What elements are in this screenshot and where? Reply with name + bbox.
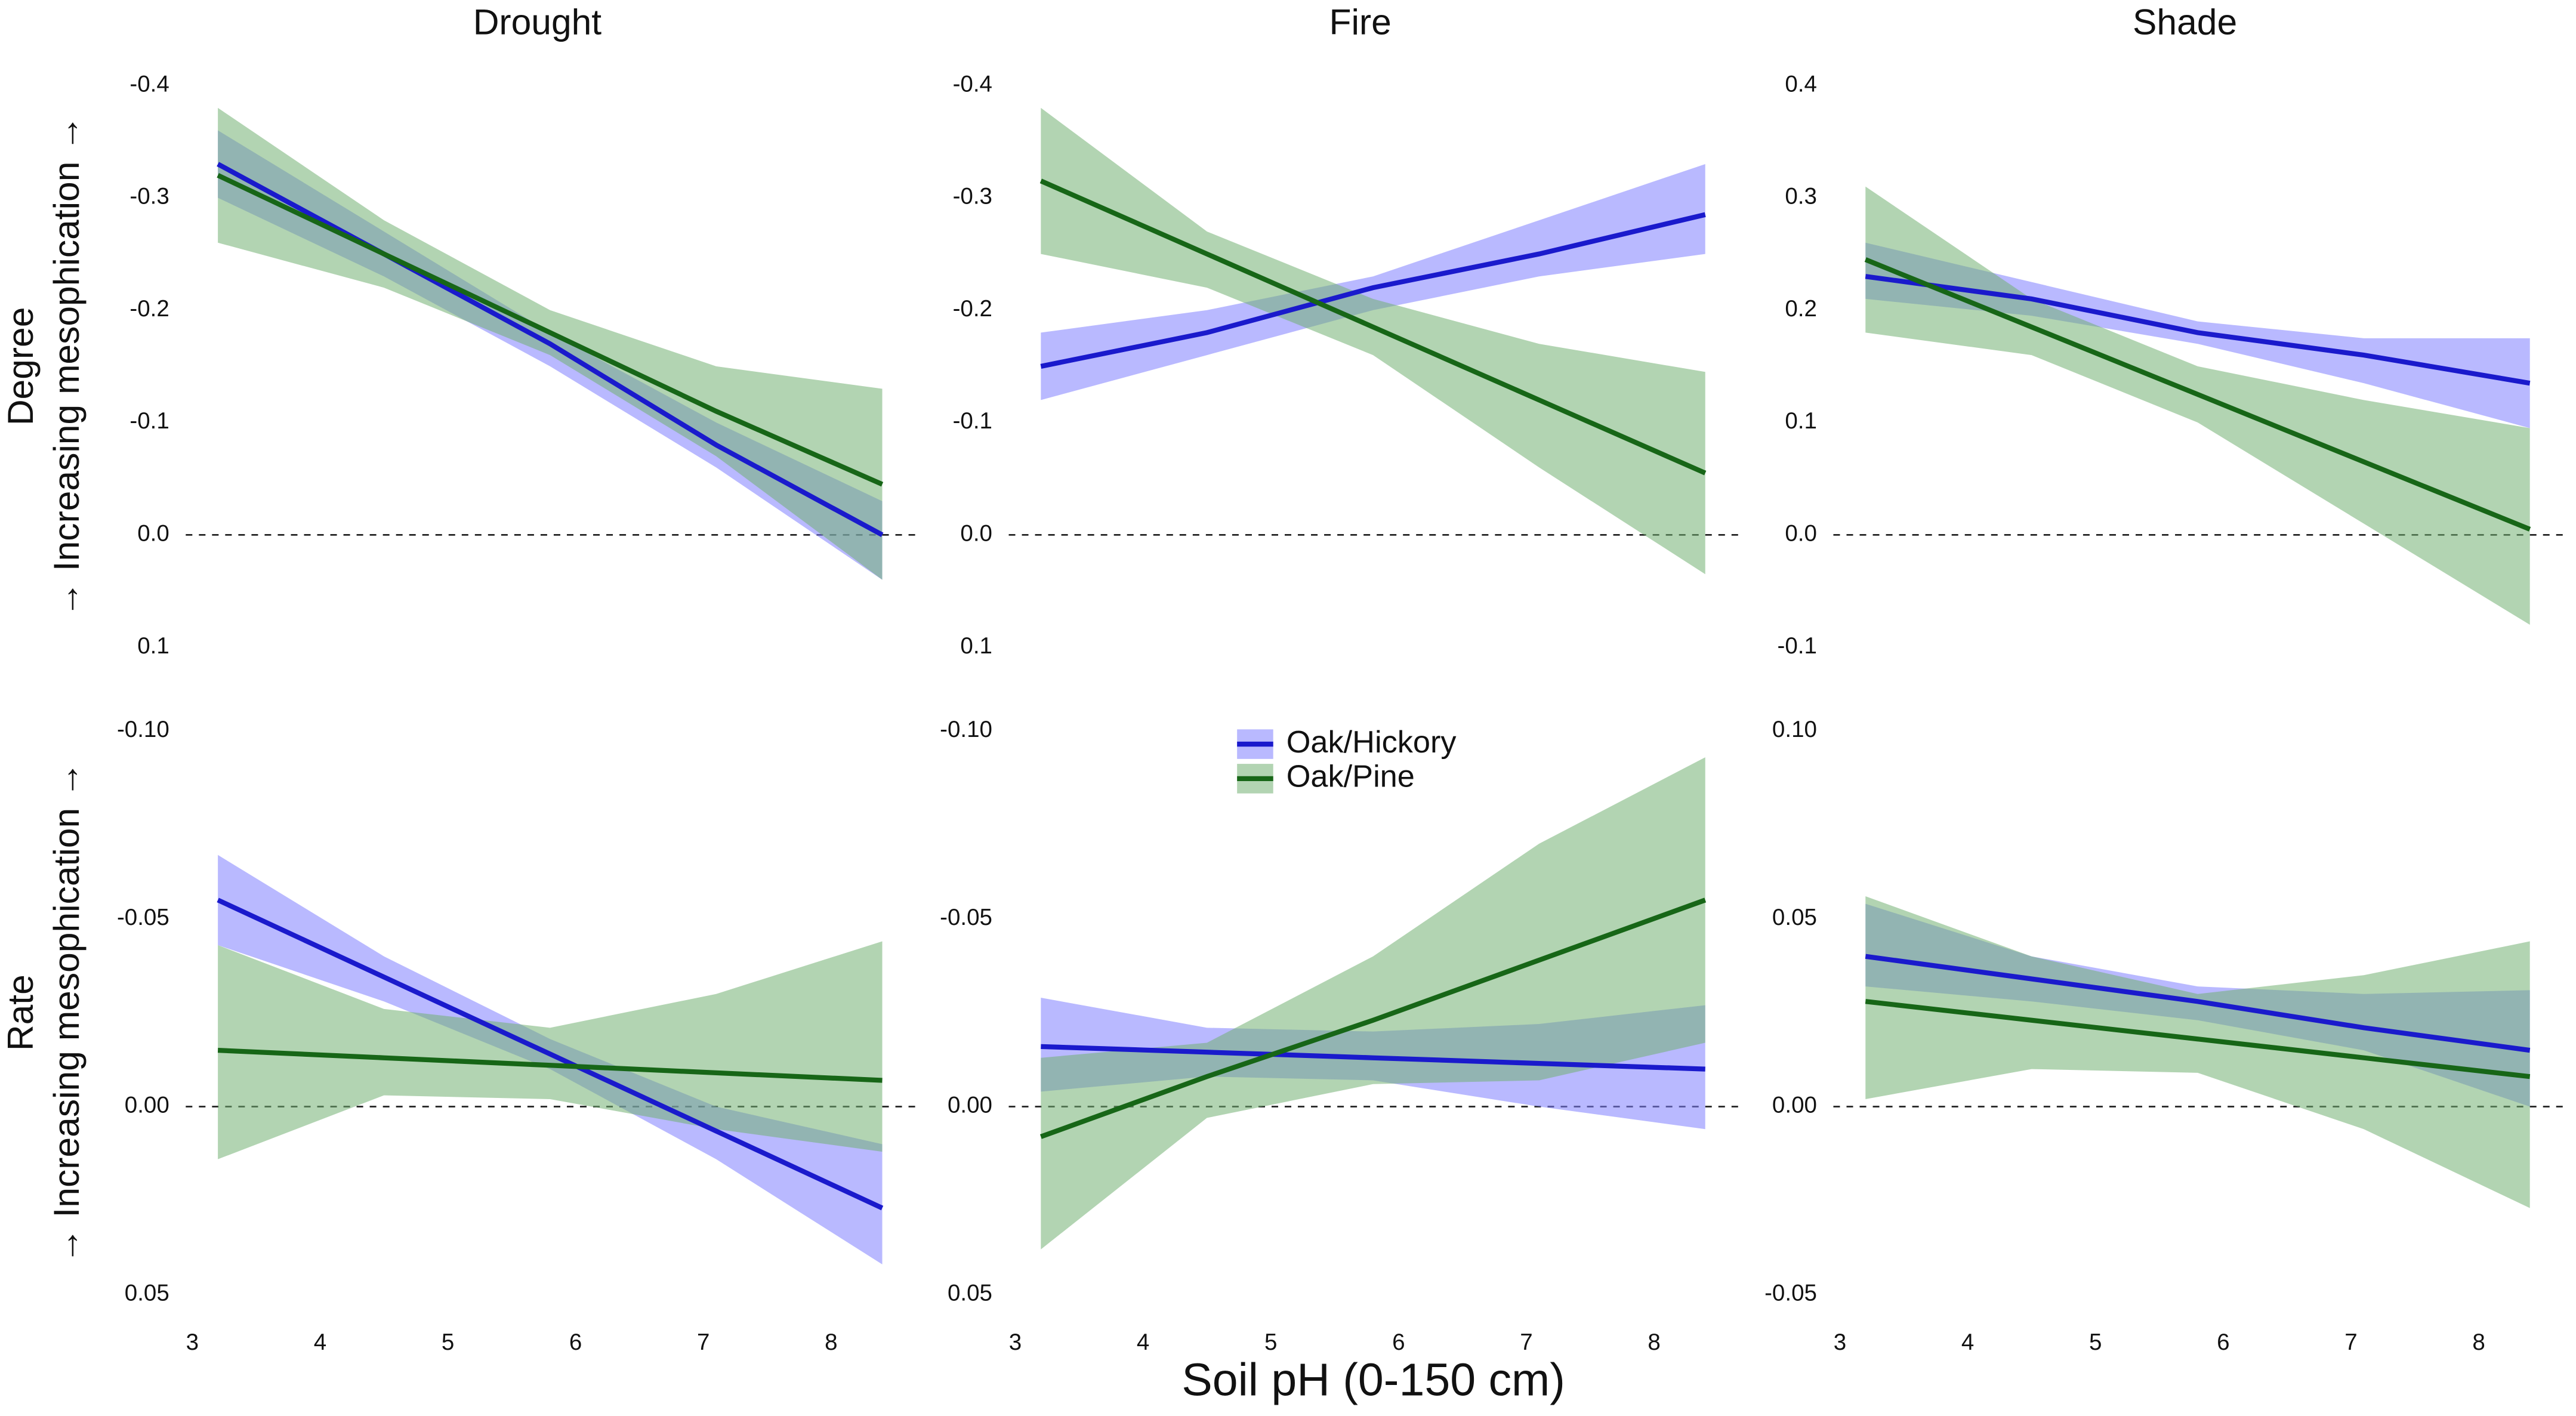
panel-title: Shade [2133, 1, 2237, 42]
y-tick-label: 0.0 [960, 521, 992, 547]
confidence-band [1865, 186, 2530, 625]
trend-line [1865, 274, 2531, 386]
y-tick-label: -0.10 [117, 717, 169, 742]
x-tick-label: 7 [1520, 1329, 1532, 1355]
panel-title: Drought [473, 1, 602, 42]
y-tick-label: 0.00 [948, 1093, 992, 1118]
trend-line [1039, 897, 1707, 1139]
y-tick-label: -0.10 [940, 717, 992, 742]
trend-line [217, 162, 884, 537]
trend-line [217, 173, 884, 487]
y-tick-label: 0.3 [1785, 184, 1817, 209]
x-axis-label: Soil pH (0-150 cm) [1181, 1354, 1565, 1405]
y-tick-label: 0.0 [137, 521, 169, 547]
x-tick-label: 5 [2089, 1329, 2102, 1355]
trend-line [1864, 257, 2531, 532]
row-label: Degree [0, 307, 41, 426]
y-tick-label: 0.1 [137, 633, 169, 659]
y-tick-label: -0.3 [953, 184, 992, 209]
y-tick-label: 0.05 [1772, 905, 1817, 930]
x-tick-label: 3 [1834, 1329, 1846, 1355]
y-tick-label: 0.1 [1785, 408, 1817, 434]
x-tick-label: 5 [1264, 1329, 1277, 1355]
row-sublabel: → Increasing mesophication → [46, 115, 87, 617]
y-tick-label: 0.00 [125, 1093, 169, 1118]
y-tick-label: -0.1 [129, 408, 169, 434]
y-tick-label: -0.4 [953, 71, 992, 97]
y-tick-label: -0.05 [1764, 1280, 1817, 1306]
row-label: Rate [0, 974, 41, 1051]
y-tick-label: 0.1 [960, 633, 992, 659]
trend-line [1041, 1044, 1705, 1072]
y-tick-label: 0.05 [948, 1280, 992, 1306]
confidence-band [1041, 757, 1705, 1250]
confidence-band [1041, 107, 1705, 575]
confidence-band [218, 941, 883, 1159]
x-tick-label: 3 [1009, 1329, 1022, 1355]
trend-line [1865, 999, 2531, 1079]
y-tick-label: -0.1 [953, 408, 992, 434]
x-tick-label: 5 [442, 1329, 454, 1355]
x-tick-label: 8 [2472, 1329, 2485, 1355]
trend-line [1865, 954, 2531, 1053]
trend-line [217, 1047, 883, 1083]
y-tick-label: 0.05 [125, 1280, 169, 1306]
x-tick-label: 6 [2217, 1329, 2229, 1355]
confidence-band [1041, 163, 1705, 400]
x-tick-label: 8 [1648, 1329, 1660, 1355]
x-tick-label: 4 [1961, 1329, 1974, 1355]
legend-label: Oak/Hickory [1287, 725, 1457, 760]
trend-line [1040, 212, 1706, 369]
confidence-band [1865, 896, 2530, 1208]
y-tick-label: -0.3 [129, 184, 169, 209]
y-tick-label: 0.0 [1785, 521, 1817, 547]
x-tick-label: 6 [1392, 1329, 1405, 1355]
y-tick-label: -0.2 [953, 296, 992, 322]
legend-label: Oak/Pine [1287, 760, 1415, 794]
y-tick-label: 0.00 [1772, 1093, 1817, 1118]
x-tick-label: 4 [314, 1329, 326, 1355]
y-tick-label: -0.4 [129, 71, 169, 97]
x-tick-label: 3 [186, 1329, 199, 1355]
row-sublabel: → Increasing mesophication → [46, 761, 87, 1263]
y-tick-label: -0.2 [129, 296, 169, 322]
x-tick-label: 4 [1137, 1329, 1149, 1355]
x-tick-label: 8 [825, 1329, 837, 1355]
panel-title: Fire [1329, 1, 1391, 42]
x-tick-label: 7 [697, 1329, 709, 1355]
x-tick-label: 6 [569, 1329, 582, 1355]
y-tick-label: 0.4 [1785, 71, 1817, 97]
y-tick-label: 0.2 [1785, 296, 1817, 322]
y-tick-label: 0.10 [1772, 717, 1817, 742]
y-tick-label: -0.05 [940, 905, 992, 930]
trend-line [217, 897, 884, 1211]
confidence-band [1865, 242, 2530, 428]
x-tick-label: 7 [2344, 1329, 2357, 1355]
y-tick-label: -0.1 [1778, 633, 1817, 659]
trend-line [1039, 178, 1707, 476]
y-tick-label: -0.05 [117, 905, 169, 930]
